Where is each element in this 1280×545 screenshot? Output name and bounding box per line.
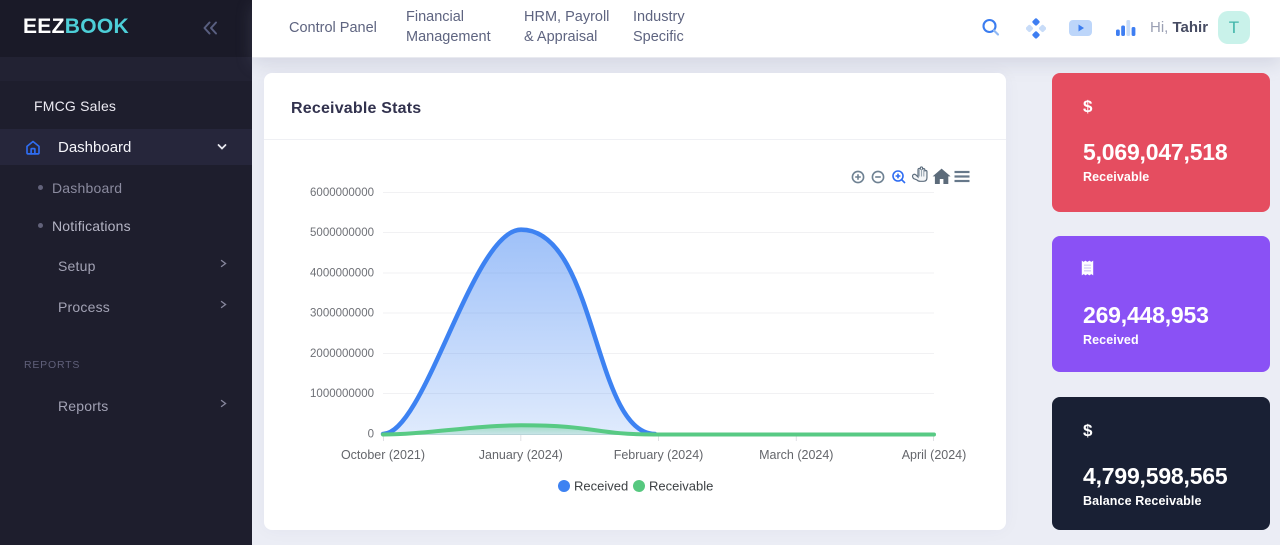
svg-text:Receivable: Receivable (649, 479, 713, 494)
svg-text:6000000000: 6000000000 (310, 187, 374, 199)
svg-text:4000000000: 4000000000 (310, 268, 374, 280)
svg-text:3000000000: 3000000000 (310, 308, 374, 320)
svg-text:January (2024): January (2024) (479, 448, 563, 462)
svg-text:Received: Received (574, 479, 628, 494)
svg-text:March (2024): March (2024) (759, 448, 833, 462)
svg-text:February (2024): February (2024) (614, 448, 704, 462)
svg-text:1000000000: 1000000000 (310, 388, 374, 400)
svg-text:April (2024): April (2024) (902, 448, 967, 462)
svg-text:5000000000: 5000000000 (310, 227, 374, 239)
svg-text:0: 0 (368, 429, 374, 441)
svg-text:October (2021): October (2021) (341, 448, 425, 462)
svg-text:2000000000: 2000000000 (310, 348, 374, 360)
